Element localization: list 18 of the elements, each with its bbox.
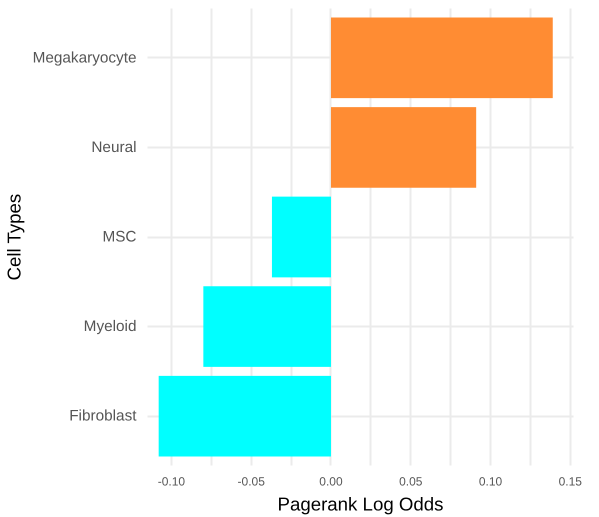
- bar: [330, 107, 476, 188]
- y-tick-label: Fibroblast: [69, 408, 138, 425]
- x-tick-label: -0.05: [238, 474, 266, 488]
- bar: [158, 376, 331, 457]
- y-axis-title: Cell Types: [4, 194, 25, 281]
- y-tick-label: Neural: [91, 138, 137, 156]
- x-tick-label: -0.10: [158, 474, 186, 488]
- bar: [330, 17, 553, 98]
- x-axis-title: Pagerank Log Odds: [278, 494, 444, 514]
- x-tick-label: 0.15: [558, 474, 582, 488]
- y-tick-label: MSC: [102, 228, 136, 246]
- x-tick-label: 0.00: [319, 474, 343, 488]
- bar: [203, 286, 331, 367]
- y-tick-label: Megakaryocyte: [32, 49, 136, 66]
- x-tick-label: 0.10: [478, 474, 503, 488]
- y-tick-label: Myeloid: [84, 318, 137, 336]
- bar: [272, 196, 331, 278]
- x-tick-label: 0.05: [399, 474, 423, 488]
